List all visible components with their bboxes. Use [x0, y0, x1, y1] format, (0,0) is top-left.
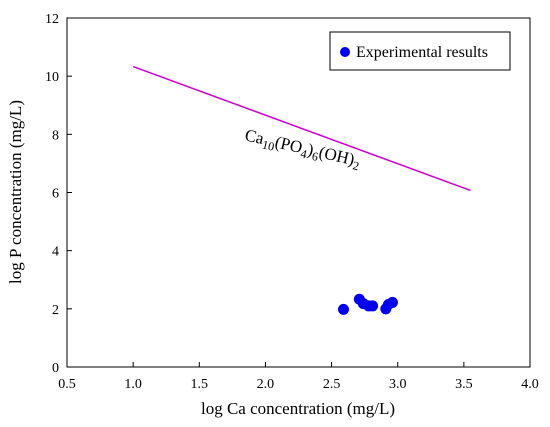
- y-tick-label: 12: [45, 12, 59, 27]
- y-tick-label: 4: [52, 245, 59, 260]
- theoretical-line: [132, 65, 471, 192]
- y-tick-label: 8: [52, 128, 59, 143]
- series-group: [132, 65, 471, 315]
- x-tick-label: 3.5: [455, 377, 473, 392]
- x-tick-label: 2.5: [323, 377, 341, 392]
- y-tick-label: 0: [52, 361, 59, 376]
- x-tick-label: 1.5: [191, 377, 209, 392]
- x-tick-label: 0.5: [58, 377, 76, 392]
- legend-box: [329, 31, 511, 71]
- y-tick-label: 10: [45, 70, 59, 85]
- legend-marker: [340, 47, 350, 57]
- x-axis-label: log Ca concentration (mg/L): [201, 399, 395, 418]
- data-point: [386, 296, 398, 308]
- y-axis-label: log P concentration (mg/L): [6, 100, 25, 284]
- x-axis: 0.5 1.0 1.5 2.0 2.5 3.0 3.5 4.0: [58, 362, 539, 392]
- data-point: [367, 300, 379, 312]
- legend-label: Experimental results: [356, 44, 488, 61]
- plot-area: [66, 17, 531, 368]
- data-point: [337, 303, 349, 315]
- legend: Experimental results: [329, 31, 511, 71]
- x-tick-label: 1.0: [124, 377, 142, 392]
- y-tick-label: 2: [52, 303, 59, 318]
- y-axis: 0 2 4 6 8 10 12: [45, 12, 72, 376]
- x-tick-label: 3.0: [389, 377, 407, 392]
- y-tick-label: 6: [52, 187, 59, 202]
- x-tick-label: 2.0: [257, 377, 275, 392]
- x-tick-label: 4.0: [521, 377, 539, 392]
